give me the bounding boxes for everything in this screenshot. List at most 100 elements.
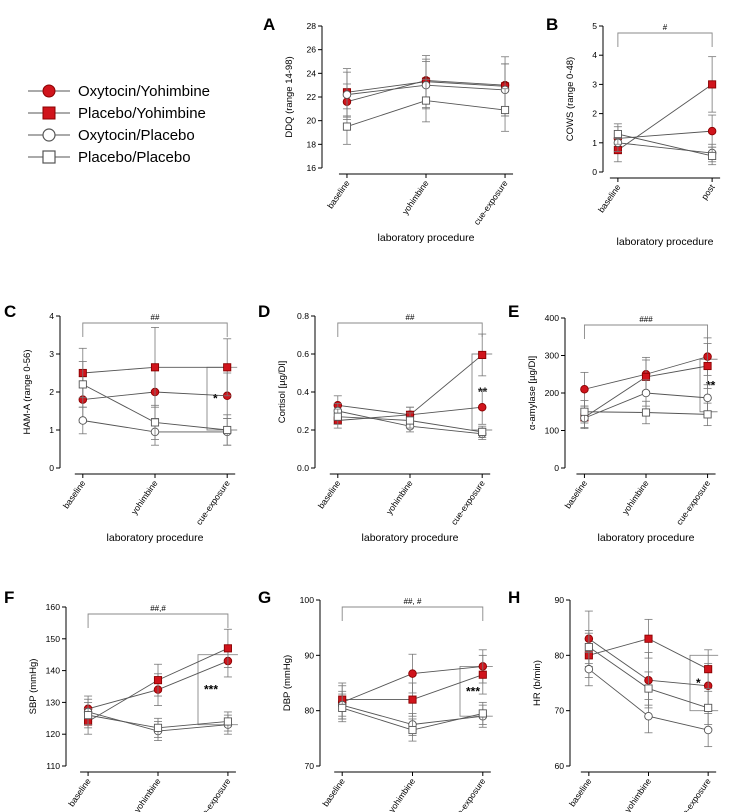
- panel-a: A 16 18 20 22 24 26 28 DDQ (range 14-98) baseline…: [263, 15, 514, 244]
- panel-letter: E: [508, 302, 519, 321]
- significance-hash-label: ##: [151, 313, 160, 322]
- y-tick-label: 100: [300, 595, 315, 605]
- y-tick-label: 0.2: [297, 425, 309, 435]
- y-tick-label: 90: [304, 650, 314, 660]
- y-tick-label: 0: [49, 463, 54, 473]
- data-point-circle: [408, 669, 417, 678]
- x-tick-label: cue-exposure: [675, 776, 713, 812]
- y-tick-label: 90: [554, 595, 564, 605]
- y-tick-label: 2: [592, 109, 597, 119]
- x-tick-label: yohimbine: [622, 776, 653, 812]
- x-tick-label: yohimbine: [132, 776, 163, 812]
- x-tick-label: baseline: [567, 776, 594, 808]
- y-tick-label: 3: [592, 79, 597, 89]
- panel-d: D 0.0 0.2 0.4 0.6 0.8 Cortisol [µg/Dl] baseline…: [258, 302, 493, 544]
- panel-letter: D: [258, 302, 270, 321]
- significance-stars: **: [706, 379, 716, 393]
- data-point-square: [704, 703, 713, 712]
- data-point-square: [703, 361, 712, 371]
- significance-bracket: [82, 322, 228, 337]
- panel-letter: C: [4, 302, 16, 321]
- panel-f: F 110 120 130 140 150 160 SBP (mmHg) baseline yoh…: [4, 588, 238, 812]
- data-point-square: [153, 676, 163, 685]
- data-point-circle: [584, 664, 594, 674]
- data-point-square: [641, 372, 651, 381]
- y-tick-label: 60: [554, 761, 564, 771]
- data-point-circle: [78, 416, 88, 425]
- y-tick-label: 150: [46, 634, 61, 644]
- interaction-bracket: [459, 665, 493, 717]
- y-tick-label: 28: [306, 21, 316, 31]
- y-tick-label: 2: [49, 387, 54, 397]
- y-tick-label: 4: [592, 50, 597, 60]
- data-point-square: [223, 425, 232, 435]
- data-point-square: [500, 105, 510, 115]
- panel-c: C 0 1 2 3 4 HAM-A (range 0-56) baseline yohimbin…: [4, 302, 238, 544]
- x-tick-label: cue-exposure: [674, 478, 712, 527]
- data-point-square: [644, 684, 653, 693]
- series-line: [617, 130, 713, 139]
- panel-h: H 60 70 80 90 HR (b/min) baseline yohimbine cue-…: [508, 588, 719, 812]
- filled-square-marker-icon: [28, 106, 70, 120]
- x-tick-label: baseline: [316, 478, 343, 510]
- significance-stars: **: [478, 385, 488, 399]
- x-axis-label: laboratory procedure: [378, 232, 475, 244]
- data-point-square: [644, 634, 653, 643]
- data-point-circle: [342, 90, 352, 99]
- data-point-square: [78, 380, 87, 389]
- interaction-bracket: [197, 654, 238, 726]
- series-placebo-placebo: [342, 78, 510, 145]
- y-tick-label: 80: [554, 650, 564, 660]
- y-tick-label: 70: [554, 706, 564, 716]
- y-tick-label: 22: [306, 92, 316, 102]
- x-tick-label: baseline: [66, 776, 93, 808]
- series-placebo-yohimbine: [613, 56, 717, 163]
- data-point-square: [613, 129, 622, 139]
- legend-label: Placebo/Placebo: [78, 148, 191, 166]
- x-tick-label: cue-exposure: [194, 478, 232, 527]
- panel-g: G 70 80 90 100 DBP (mmHg) baseline yohimbine cue…: [258, 588, 493, 812]
- data-point-square: [703, 410, 712, 419]
- y-tick-label: 5: [592, 21, 597, 31]
- legend-item: Oxytocin/Yohimbine: [26, 80, 256, 102]
- series-placebo-placebo: [613, 123, 717, 166]
- x-tick-label: baseline: [563, 478, 590, 510]
- data-point-circle: [703, 393, 712, 403]
- x-tick-label: baseline: [320, 776, 347, 808]
- legend: Oxytocin/Yohimbine Placebo/Yohimbine Oxy…: [26, 80, 256, 168]
- y-axis-label: DBP (mmHg): [282, 655, 293, 711]
- series-placebo-placebo: [333, 408, 487, 439]
- data-point-square: [342, 122, 352, 131]
- y-tick-label: 26: [306, 45, 316, 55]
- y-tick-label: 70: [304, 761, 314, 771]
- x-tick-label: yohimbine: [620, 478, 651, 516]
- y-tick-label: 0.0: [297, 463, 309, 473]
- legend-item: Placebo/Placebo: [26, 146, 256, 168]
- y-tick-label: 200: [545, 388, 560, 398]
- series-placebo-placebo: [584, 630, 713, 725]
- significance-bracket: [617, 32, 713, 47]
- x-axis-label: laboratory procedure: [598, 532, 695, 544]
- data-point-square: [223, 363, 232, 372]
- data-point-square: [641, 408, 651, 417]
- panel-letter: A: [263, 15, 275, 34]
- data-point-square: [223, 644, 232, 653]
- y-axis-label: α-amylase [µg/Dl]: [527, 356, 538, 430]
- significance-stars: *: [213, 392, 218, 406]
- data-point-square: [150, 363, 160, 372]
- x-tick-label: cue-exposure: [472, 178, 510, 227]
- y-axis-label: HR (b/min): [532, 660, 543, 706]
- y-tick-label: 4: [49, 311, 54, 321]
- y-tick-label: 80: [304, 706, 314, 716]
- data-point-circle: [707, 126, 717, 136]
- significance-hash-label: ##: [406, 313, 415, 322]
- panel-letter: F: [4, 588, 14, 607]
- y-tick-label: 16: [306, 163, 316, 173]
- y-tick-label: 3: [49, 349, 54, 359]
- y-axis-label: Cortisol [µg/Dl]: [277, 361, 288, 424]
- y-tick-label: 20: [306, 116, 316, 126]
- x-tick-label: yohimbine: [384, 478, 415, 516]
- y-tick-label: 400: [545, 313, 560, 323]
- data-point-square: [84, 711, 93, 720]
- significance-stars: ***: [204, 683, 218, 697]
